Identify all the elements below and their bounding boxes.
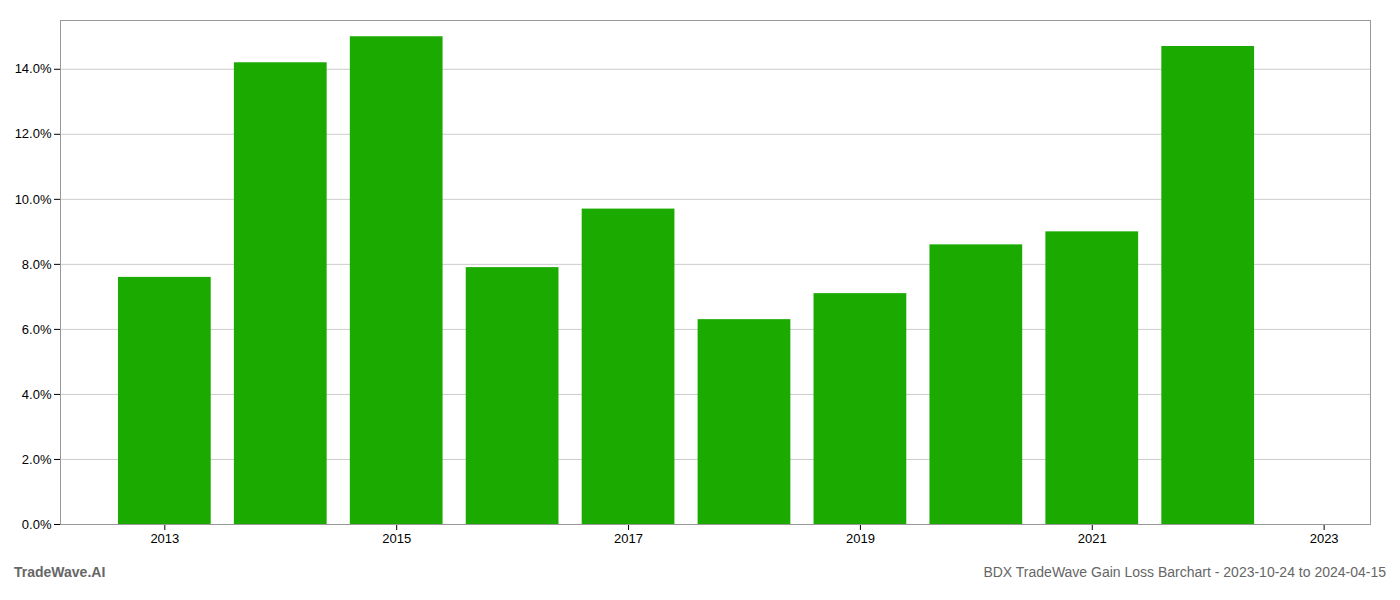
svg-text:2.0%: 2.0% [22, 452, 52, 467]
svg-text:2013: 2013 [150, 531, 179, 546]
svg-text:2017: 2017 [614, 531, 643, 546]
svg-text:2021: 2021 [1078, 531, 1107, 546]
svg-text:2019: 2019 [846, 531, 875, 546]
svg-text:4.0%: 4.0% [22, 387, 52, 402]
html-text:BDX TradeWave Gain Loss Barcha: BDX TradeWave Gain Loss Barchart - 2023-… [983, 564, 1386, 580]
svg-text:10.0%: 10.0% [15, 191, 52, 206]
svg-text:0.0%: 0.0% [22, 517, 52, 532]
svg-text:12.0%: 12.0% [15, 126, 52, 141]
html-text:TradeWave.AI: TradeWave.AI [14, 564, 106, 580]
svg-text:8.0%: 8.0% [22, 257, 52, 272]
svg-text:2023: 2023 [1310, 531, 1339, 546]
svg-text:6.0%: 6.0% [22, 322, 52, 337]
svg-text:14.0%: 14.0% [15, 61, 52, 76]
svg-text:2015: 2015 [382, 531, 411, 546]
